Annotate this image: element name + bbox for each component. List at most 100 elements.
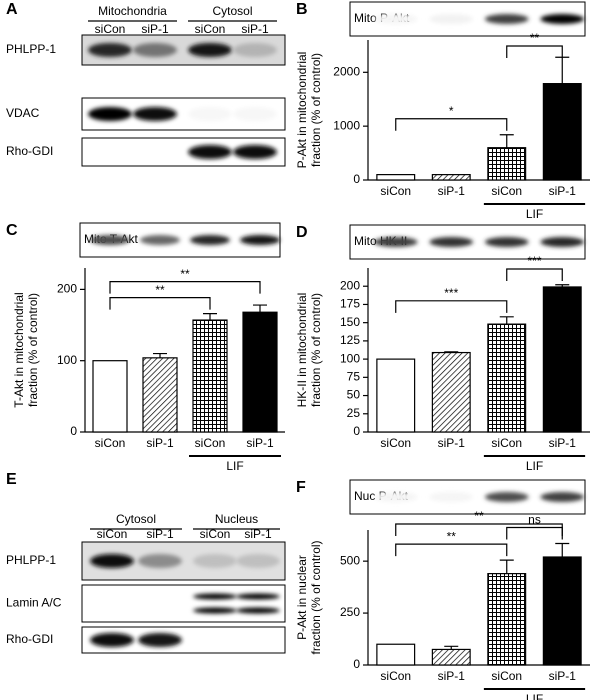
significance-label: ** bbox=[155, 283, 165, 297]
significance-bracket bbox=[506, 526, 563, 540]
blot-panel: A Mitochondria siCon siP-1 Cytosol siCon siP-1… bbox=[6, 1, 286, 167]
x-tick-label: siP-1 bbox=[438, 184, 466, 198]
significance-label: *** bbox=[527, 254, 541, 268]
blot-bands bbox=[90, 235, 280, 245]
bar bbox=[431, 648, 471, 666]
x-tick-label: siP-1 bbox=[246, 436, 274, 450]
blot-bands bbox=[373, 492, 585, 502]
blot-band bbox=[88, 107, 132, 121]
error-bar bbox=[499, 559, 514, 574]
group-label: LIF bbox=[526, 207, 543, 221]
y-tick-label: 1000 bbox=[333, 118, 360, 132]
error-bar bbox=[555, 542, 570, 557]
blot-band bbox=[133, 43, 177, 57]
lane-label: siCon bbox=[97, 527, 128, 541]
blot-band bbox=[240, 235, 280, 245]
bar bbox=[487, 573, 527, 666]
significance-bracket bbox=[109, 297, 211, 310]
blot-band bbox=[140, 235, 180, 245]
x-tick-label: siP-1 bbox=[438, 669, 466, 683]
blot-band bbox=[190, 235, 230, 245]
lane-label: siP-1 bbox=[146, 527, 174, 541]
blot-band bbox=[90, 235, 130, 245]
bar bbox=[542, 286, 582, 433]
x-tick-label: siCon bbox=[380, 436, 411, 450]
blot-band bbox=[138, 633, 182, 647]
panel-label: A bbox=[6, 1, 18, 18]
y-tick-label: 200 bbox=[57, 282, 77, 296]
y-tick-label: 50 bbox=[347, 388, 361, 402]
lane-label: siCon bbox=[95, 22, 126, 36]
bar bbox=[542, 83, 582, 181]
blot-band bbox=[133, 107, 177, 121]
blot-band bbox=[236, 554, 280, 568]
x-tick-label: siP-1 bbox=[549, 669, 577, 683]
significance-label: ns bbox=[528, 513, 541, 527]
significance-bracket bbox=[506, 45, 563, 58]
x-tick-label: siP-1 bbox=[146, 436, 174, 450]
y-axis-label-line: P-Akt in nuclear bbox=[295, 555, 309, 640]
x-tick-label: siCon bbox=[195, 436, 226, 450]
blot-band bbox=[88, 43, 132, 57]
blot-band bbox=[540, 14, 585, 24]
blot-band bbox=[373, 14, 418, 24]
y-axis-label-line: T-Akt in mitochondrial bbox=[12, 292, 26, 407]
bar bbox=[376, 174, 416, 181]
y-tick-label: 150 bbox=[340, 315, 360, 329]
y-axis-label: T-Akt in mitochondrialfraction (% of con… bbox=[12, 292, 40, 407]
x-tick-label: siCon bbox=[95, 436, 126, 450]
bar bbox=[487, 323, 527, 433]
bar bbox=[376, 643, 416, 666]
group-label: Cytosol bbox=[212, 4, 252, 18]
blot-band bbox=[193, 607, 237, 614]
y-tick-label: 125 bbox=[340, 333, 360, 347]
panel-label: B bbox=[296, 1, 308, 18]
error-bar bbox=[153, 352, 167, 358]
error-bar bbox=[444, 351, 459, 353]
group-label: LIF bbox=[526, 459, 543, 473]
significance-label: ** bbox=[447, 529, 457, 543]
blot-bands bbox=[373, 237, 585, 247]
y-axis-label: P-Akt in mitochondrialfraction (% of con… bbox=[295, 52, 323, 169]
bar bbox=[431, 351, 471, 433]
significance-bracket bbox=[395, 300, 508, 313]
significance-bracket bbox=[395, 118, 508, 131]
error-bar bbox=[499, 134, 514, 148]
row-label: Rho-GDI bbox=[6, 144, 53, 158]
blot-band bbox=[138, 554, 182, 568]
group-label: Mitochondria bbox=[98, 4, 167, 18]
blot-band bbox=[188, 107, 232, 121]
y-tick-label: 0 bbox=[353, 172, 360, 186]
x-tick-label: siCon bbox=[491, 184, 522, 198]
blot-band bbox=[236, 607, 280, 614]
blot-band bbox=[188, 43, 232, 57]
group-label: Nucleus bbox=[215, 512, 258, 526]
y-axis-label-line: fraction (% of control) bbox=[309, 293, 323, 407]
bar bbox=[242, 311, 278, 433]
blot-band bbox=[484, 237, 529, 247]
y-tick-label: 100 bbox=[57, 353, 77, 367]
blot-band bbox=[429, 492, 474, 502]
y-tick-label: 25 bbox=[347, 406, 361, 420]
error-bar bbox=[555, 284, 570, 287]
blot-strip bbox=[81, 584, 286, 623]
significance-bracket bbox=[506, 268, 563, 281]
error-bar bbox=[499, 316, 514, 325]
bar bbox=[376, 358, 416, 433]
y-axis-label-line: fraction (% of control) bbox=[309, 540, 323, 654]
blot-band bbox=[233, 107, 277, 121]
blot-band bbox=[193, 593, 237, 600]
lane-label: siCon bbox=[200, 527, 231, 541]
error-bar bbox=[444, 645, 459, 650]
error-bar bbox=[555, 56, 570, 84]
significance-bracket bbox=[395, 543, 508, 557]
bar bbox=[431, 174, 471, 181]
row-label: PHLPP-1 bbox=[6, 42, 56, 56]
error-bar bbox=[203, 313, 217, 321]
y-axis-label: HK-II in mitochondrialfraction (% of con… bbox=[295, 293, 323, 408]
y-tick-label: 250 bbox=[340, 605, 360, 619]
row-label: Lamin A/C bbox=[6, 596, 62, 610]
panel-label: C bbox=[6, 222, 18, 239]
